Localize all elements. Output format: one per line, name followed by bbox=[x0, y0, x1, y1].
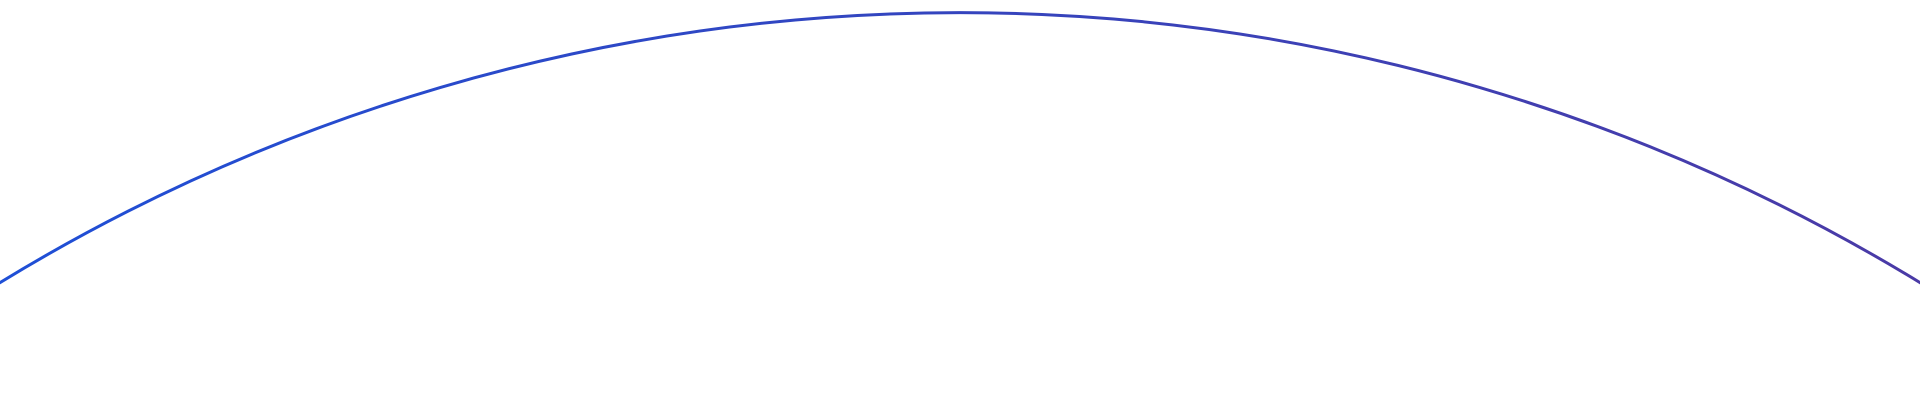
decorative-arc bbox=[0, 11, 1920, 285]
